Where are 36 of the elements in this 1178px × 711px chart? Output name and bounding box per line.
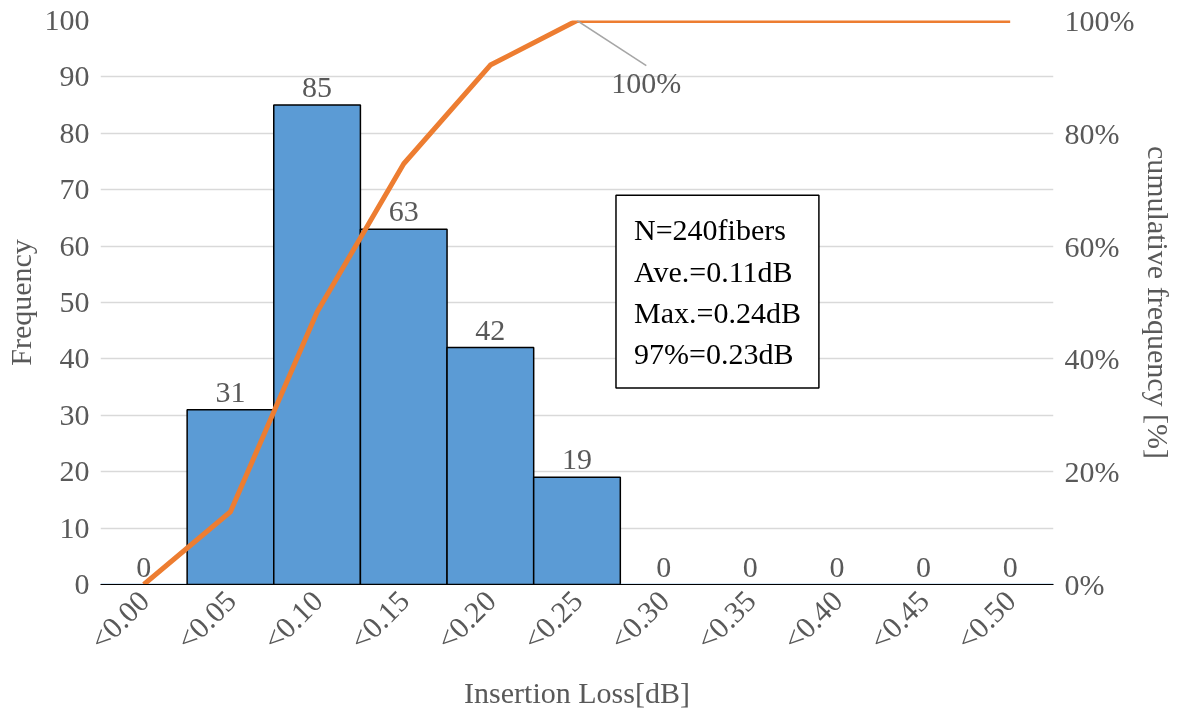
annotation: Max.=0.24dB <box>633 295 801 329</box>
annotation: 100% <box>611 65 682 99</box>
y2-tick-label: 60% <box>1064 229 1120 263</box>
y-tick-label: 60 <box>59 228 90 262</box>
data-label: 0 <box>916 549 932 583</box>
data-label: 0 <box>742 549 758 583</box>
y2-tick-label: 40% <box>1064 342 1120 376</box>
y-tick-label: 80 <box>59 115 90 149</box>
data-label: 0 <box>829 549 845 583</box>
y-axis-title: Frequency <box>3 239 37 366</box>
data-label: 31 <box>215 374 246 408</box>
annotation: N=240fibers <box>633 213 786 247</box>
y-tick-label: 30 <box>59 397 90 431</box>
y-tick-label: 40 <box>59 341 90 375</box>
y-tick-label: 0 <box>74 567 90 600</box>
y2-tick-label: 100% <box>1064 4 1135 37</box>
y-tick-label: 20 <box>59 454 90 488</box>
y-tick-label: 100 <box>44 3 90 36</box>
data-label: 19 <box>562 442 592 476</box>
y-tick-label: 10 <box>59 510 90 544</box>
data-label: 63 <box>388 194 419 228</box>
annotation: 97%=0.23dB <box>633 337 794 371</box>
y2-tick-label: 80% <box>1064 116 1120 150</box>
annotation: Ave.=0.11dB <box>633 254 793 288</box>
y2-axis-title: cumulative frequency [%] <box>1142 145 1176 460</box>
x-axis-title: Insertion Loss[dB] <box>464 675 690 709</box>
data-label: 0 <box>656 549 672 583</box>
y-tick-label: 70 <box>59 172 90 206</box>
data-label: 85 <box>302 70 333 104</box>
y2-tick-label: 0% <box>1064 568 1105 601</box>
y-tick-label: 50 <box>59 285 90 318</box>
y-tick-label: 90 <box>59 59 90 93</box>
data-label: 0 <box>1002 549 1018 583</box>
data-label: 42 <box>475 312 506 346</box>
data-label: 0 <box>136 549 152 583</box>
y2-tick-label: 20% <box>1064 455 1120 489</box>
